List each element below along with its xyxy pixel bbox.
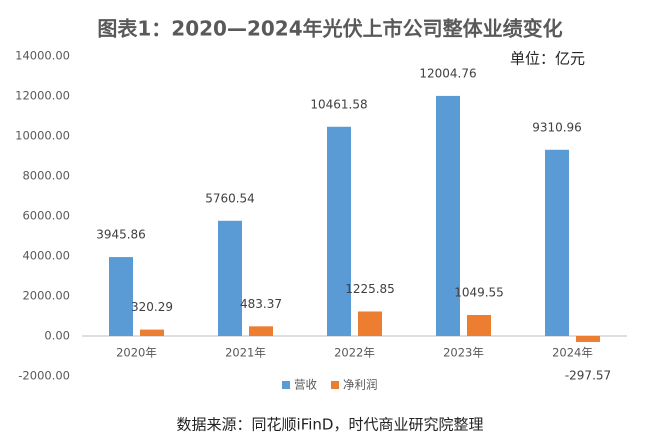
y-tick-label: 8000.00 — [22, 169, 70, 183]
bar — [327, 126, 351, 336]
data-label: 10461.58 — [310, 97, 367, 111]
bar — [140, 329, 164, 336]
x-tick-label: 2021年 — [225, 346, 266, 360]
data-label: 3945.86 — [96, 228, 146, 242]
data-label: 1049.55 — [454, 286, 504, 300]
unit-label: 单位：亿元 — [510, 50, 585, 68]
bar — [109, 257, 133, 336]
source-note: 数据来源：同花顺iFinD，时代商业研究院整理 — [177, 416, 484, 434]
chart-title: 图表1：2020—2024年光伏上市公司整体业绩变化 — [97, 17, 562, 41]
data-label: 1225.85 — [345, 282, 395, 296]
data-label: -297.57 — [565, 368, 611, 382]
bar — [436, 95, 460, 336]
legend-label: 净利润 — [343, 378, 378, 392]
data-label: 5760.54 — [205, 191, 255, 205]
bar — [218, 220, 242, 336]
x-tick-label: 2023年 — [443, 346, 484, 360]
legend-label: 营收 — [294, 378, 317, 392]
data-label: 320.29 — [131, 300, 173, 314]
y-tick-label: 12000.00 — [15, 89, 70, 103]
y-tick-label: 14000.00 — [15, 49, 70, 63]
y-tick-label: 6000.00 — [22, 209, 70, 223]
y-tick-label: -2000.00 — [18, 369, 70, 383]
x-tick-label: 2020年 — [116, 346, 157, 360]
x-tick-label: 2024年 — [552, 346, 593, 360]
y-tick-label: 2000.00 — [22, 289, 70, 303]
y-tick-label: 0.00 — [44, 329, 70, 343]
data-label: 9310.96 — [532, 120, 582, 134]
data-label: 483.37 — [240, 297, 282, 311]
bar — [358, 311, 382, 336]
x-tick-label: 2022年 — [334, 346, 375, 360]
bar — [249, 326, 273, 336]
legend-swatch — [282, 381, 290, 389]
bar — [467, 315, 491, 336]
bar — [545, 149, 569, 336]
bar — [576, 336, 600, 342]
data-label: 12004.76 — [419, 66, 476, 80]
y-tick-label: 10000.00 — [15, 129, 70, 143]
y-tick-label: 4000.00 — [22, 249, 70, 263]
legend-swatch — [331, 381, 339, 389]
